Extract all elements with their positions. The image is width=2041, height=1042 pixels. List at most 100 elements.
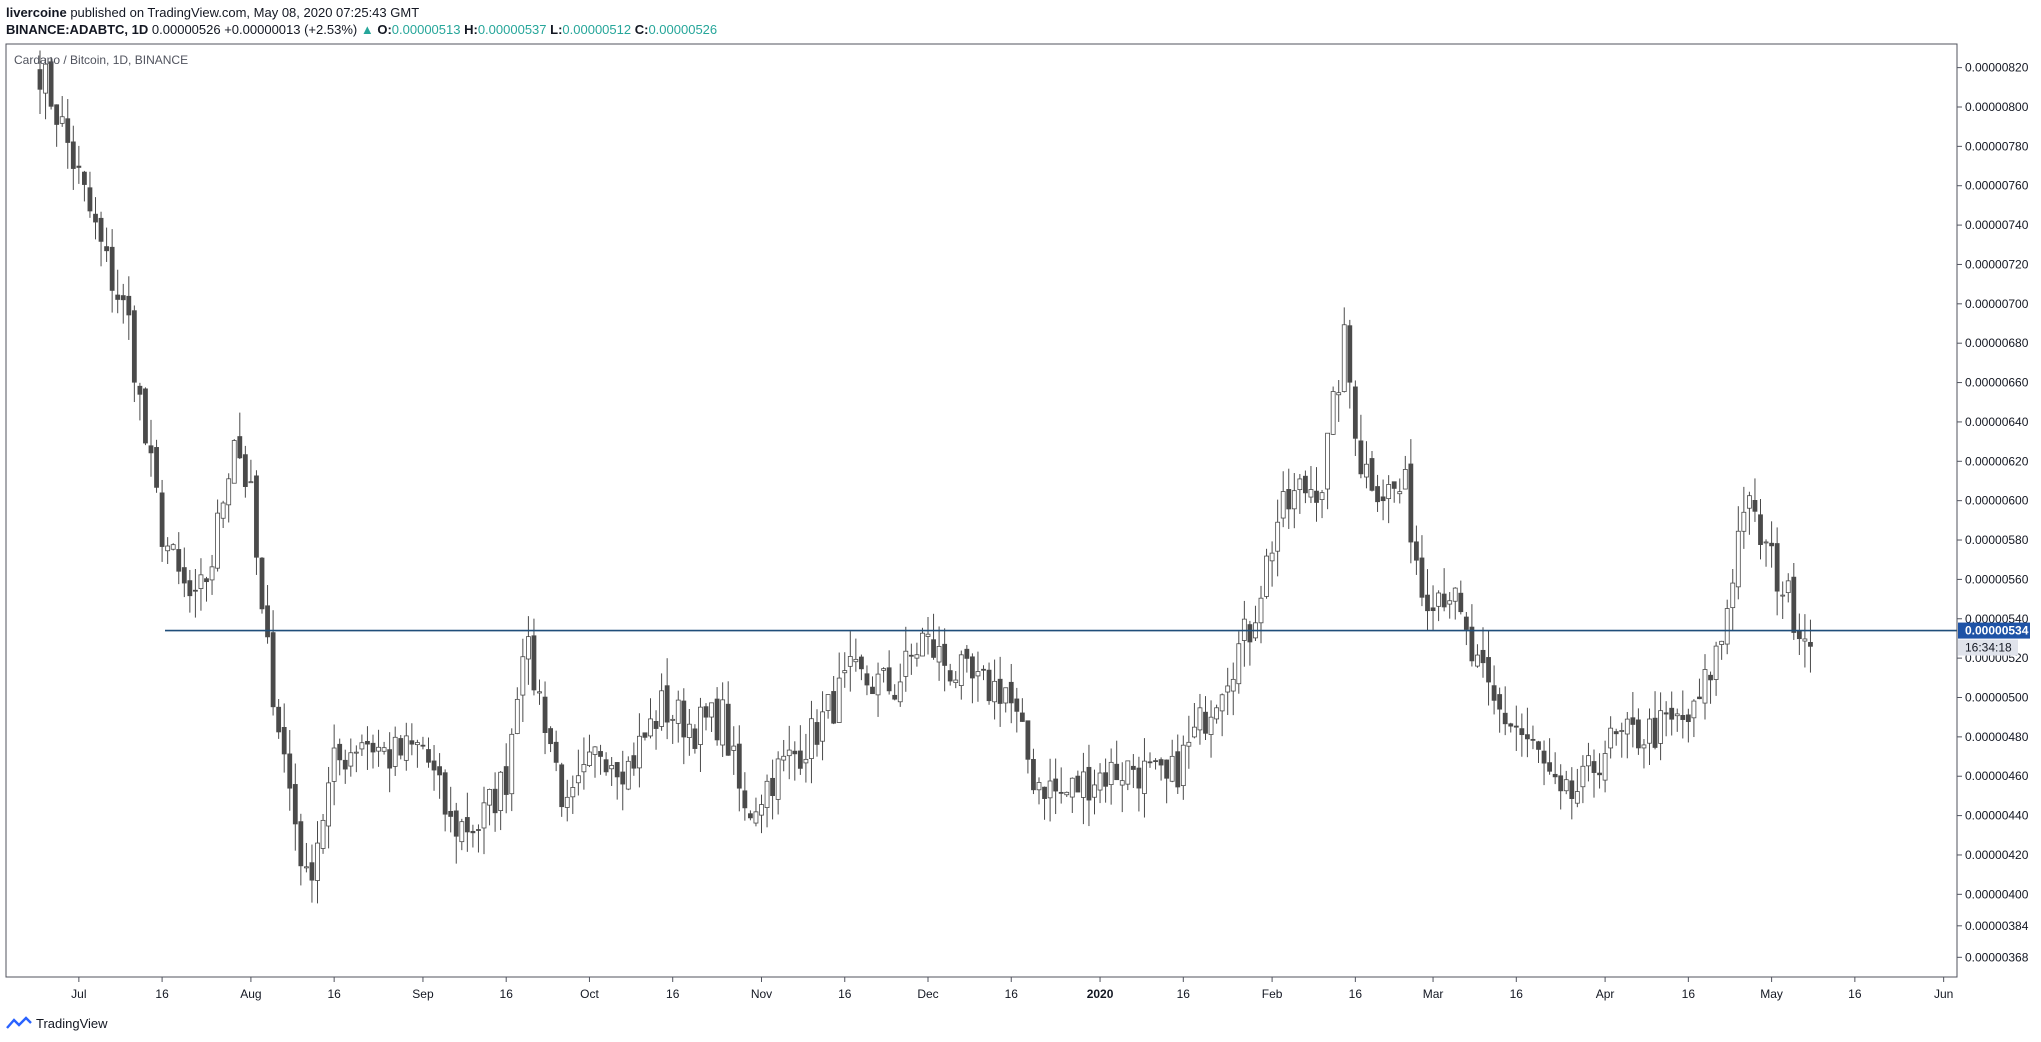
candle-body[interactable]: [598, 751, 603, 757]
candle-body[interactable]: [953, 679, 959, 683]
candle-body[interactable]: [1391, 481, 1397, 489]
candle-body[interactable]: [1458, 592, 1464, 613]
candle-body[interactable]: [786, 749, 792, 757]
candle-body[interactable]: [1119, 780, 1125, 786]
candle-body[interactable]: [1269, 552, 1275, 562]
candle-body[interactable]: [1125, 760, 1131, 785]
candle-body[interactable]: [1380, 496, 1386, 502]
candle-body[interactable]: [126, 295, 132, 316]
candle-body[interactable]: [1802, 638, 1808, 642]
candle-body[interactable]: [54, 104, 60, 125]
candle-body[interactable]: [1236, 643, 1242, 685]
candle-body[interactable]: [254, 475, 259, 558]
candle-body[interactable]: [692, 728, 698, 749]
candle-body[interactable]: [548, 728, 553, 745]
candle-body[interactable]: [1325, 432, 1330, 490]
candle-body[interactable]: [1402, 469, 1408, 490]
candle-body[interactable]: [897, 681, 903, 703]
candle-body[interactable]: [725, 703, 731, 756]
candle-body[interactable]: [1658, 710, 1663, 744]
candle-body[interactable]: [242, 454, 248, 487]
candle-body[interactable]: [1486, 657, 1491, 683]
candle-body[interactable]: [1053, 778, 1059, 792]
candle-body[interactable]: [1619, 730, 1625, 732]
candle-body[interactable]: [748, 813, 753, 819]
candle-body[interactable]: [1525, 734, 1530, 740]
candle-body[interactable]: [326, 782, 332, 827]
candle-body[interactable]: [1180, 744, 1186, 787]
candle-body[interactable]: [1425, 594, 1430, 612]
candle-body[interactable]: [1608, 727, 1614, 749]
candle-body[interactable]: [248, 481, 254, 484]
candle-body[interactable]: [198, 574, 204, 589]
candle-body[interactable]: [625, 760, 631, 790]
candle-body[interactable]: [736, 743, 742, 789]
candle-body[interactable]: [681, 700, 687, 738]
candle-body[interactable]: [1031, 759, 1036, 791]
candle-body[interactable]: [1475, 654, 1480, 667]
candle-body[interactable]: [453, 810, 459, 837]
candle-body[interactable]: [1097, 772, 1103, 791]
candle-body[interactable]: [1275, 521, 1281, 552]
candle-body[interactable]: [143, 388, 148, 444]
candle-body[interactable]: [1291, 490, 1297, 510]
candle-body[interactable]: [498, 771, 504, 812]
candle-body[interactable]: [664, 685, 670, 723]
candle-body[interactable]: [1247, 624, 1253, 643]
candle-body[interactable]: [886, 667, 892, 692]
candle-body[interactable]: [1153, 760, 1158, 763]
candle-body[interactable]: [1791, 576, 1797, 633]
candle-body[interactable]: [997, 678, 1003, 704]
candle-body[interactable]: [703, 706, 709, 718]
candle-body[interactable]: [958, 654, 964, 686]
candle-body[interactable]: [1719, 640, 1725, 645]
candle-body[interactable]: [881, 668, 886, 671]
candle-body[interactable]: [137, 385, 143, 395]
candle-body[interactable]: [1769, 542, 1774, 547]
candle-body[interactable]: [731, 745, 737, 751]
candle-body[interactable]: [587, 751, 592, 766]
candle-body[interactable]: [109, 246, 115, 291]
candle-body[interactable]: [181, 567, 187, 584]
candle-body[interactable]: [398, 738, 404, 756]
candle-body[interactable]: [342, 759, 348, 770]
candle-body[interactable]: [526, 636, 531, 660]
candle-body[interactable]: [925, 633, 931, 637]
candle-body[interactable]: [1408, 463, 1414, 543]
candle-body[interactable]: [986, 669, 992, 702]
candle-body[interactable]: [1175, 751, 1181, 788]
candle-body[interactable]: [1586, 755, 1591, 767]
candle-body[interactable]: [1025, 720, 1031, 760]
candle-body[interactable]: [481, 802, 487, 829]
candle-body[interactable]: [476, 829, 481, 831]
candle-body[interactable]: [315, 842, 320, 881]
candle-body[interactable]: [1397, 491, 1403, 495]
candle-body[interactable]: [1563, 779, 1569, 792]
candle-body[interactable]: [470, 830, 476, 834]
candle-body[interactable]: [1780, 594, 1786, 597]
candle-body[interactable]: [1502, 712, 1508, 725]
candle-body[interactable]: [537, 691, 542, 694]
candle-body[interactable]: [1552, 773, 1558, 778]
candle-body[interactable]: [1591, 761, 1597, 773]
candle-body[interactable]: [1358, 440, 1364, 475]
candle-body[interactable]: [570, 787, 576, 798]
candle-body[interactable]: [1314, 490, 1319, 503]
candle-body[interactable]: [553, 741, 559, 763]
candle-body[interactable]: [487, 789, 492, 806]
candle-body[interactable]: [1297, 478, 1303, 491]
candle-body[interactable]: [509, 733, 515, 795]
candle-body[interactable]: [1647, 718, 1652, 744]
candle-body[interactable]: [1602, 753, 1608, 781]
candle-body[interactable]: [870, 686, 875, 695]
candle-body[interactable]: [1308, 489, 1314, 498]
candle-body[interactable]: [1014, 698, 1020, 712]
candle-body[interactable]: [159, 492, 165, 547]
candle-body[interactable]: [1081, 771, 1086, 798]
candle-body[interactable]: [764, 780, 770, 808]
candle-body[interactable]: [1192, 726, 1197, 738]
candle-body[interactable]: [292, 784, 298, 825]
candle-body[interactable]: [1214, 707, 1219, 720]
candle-body[interactable]: [1103, 772, 1108, 787]
candle-body[interactable]: [1724, 608, 1730, 645]
